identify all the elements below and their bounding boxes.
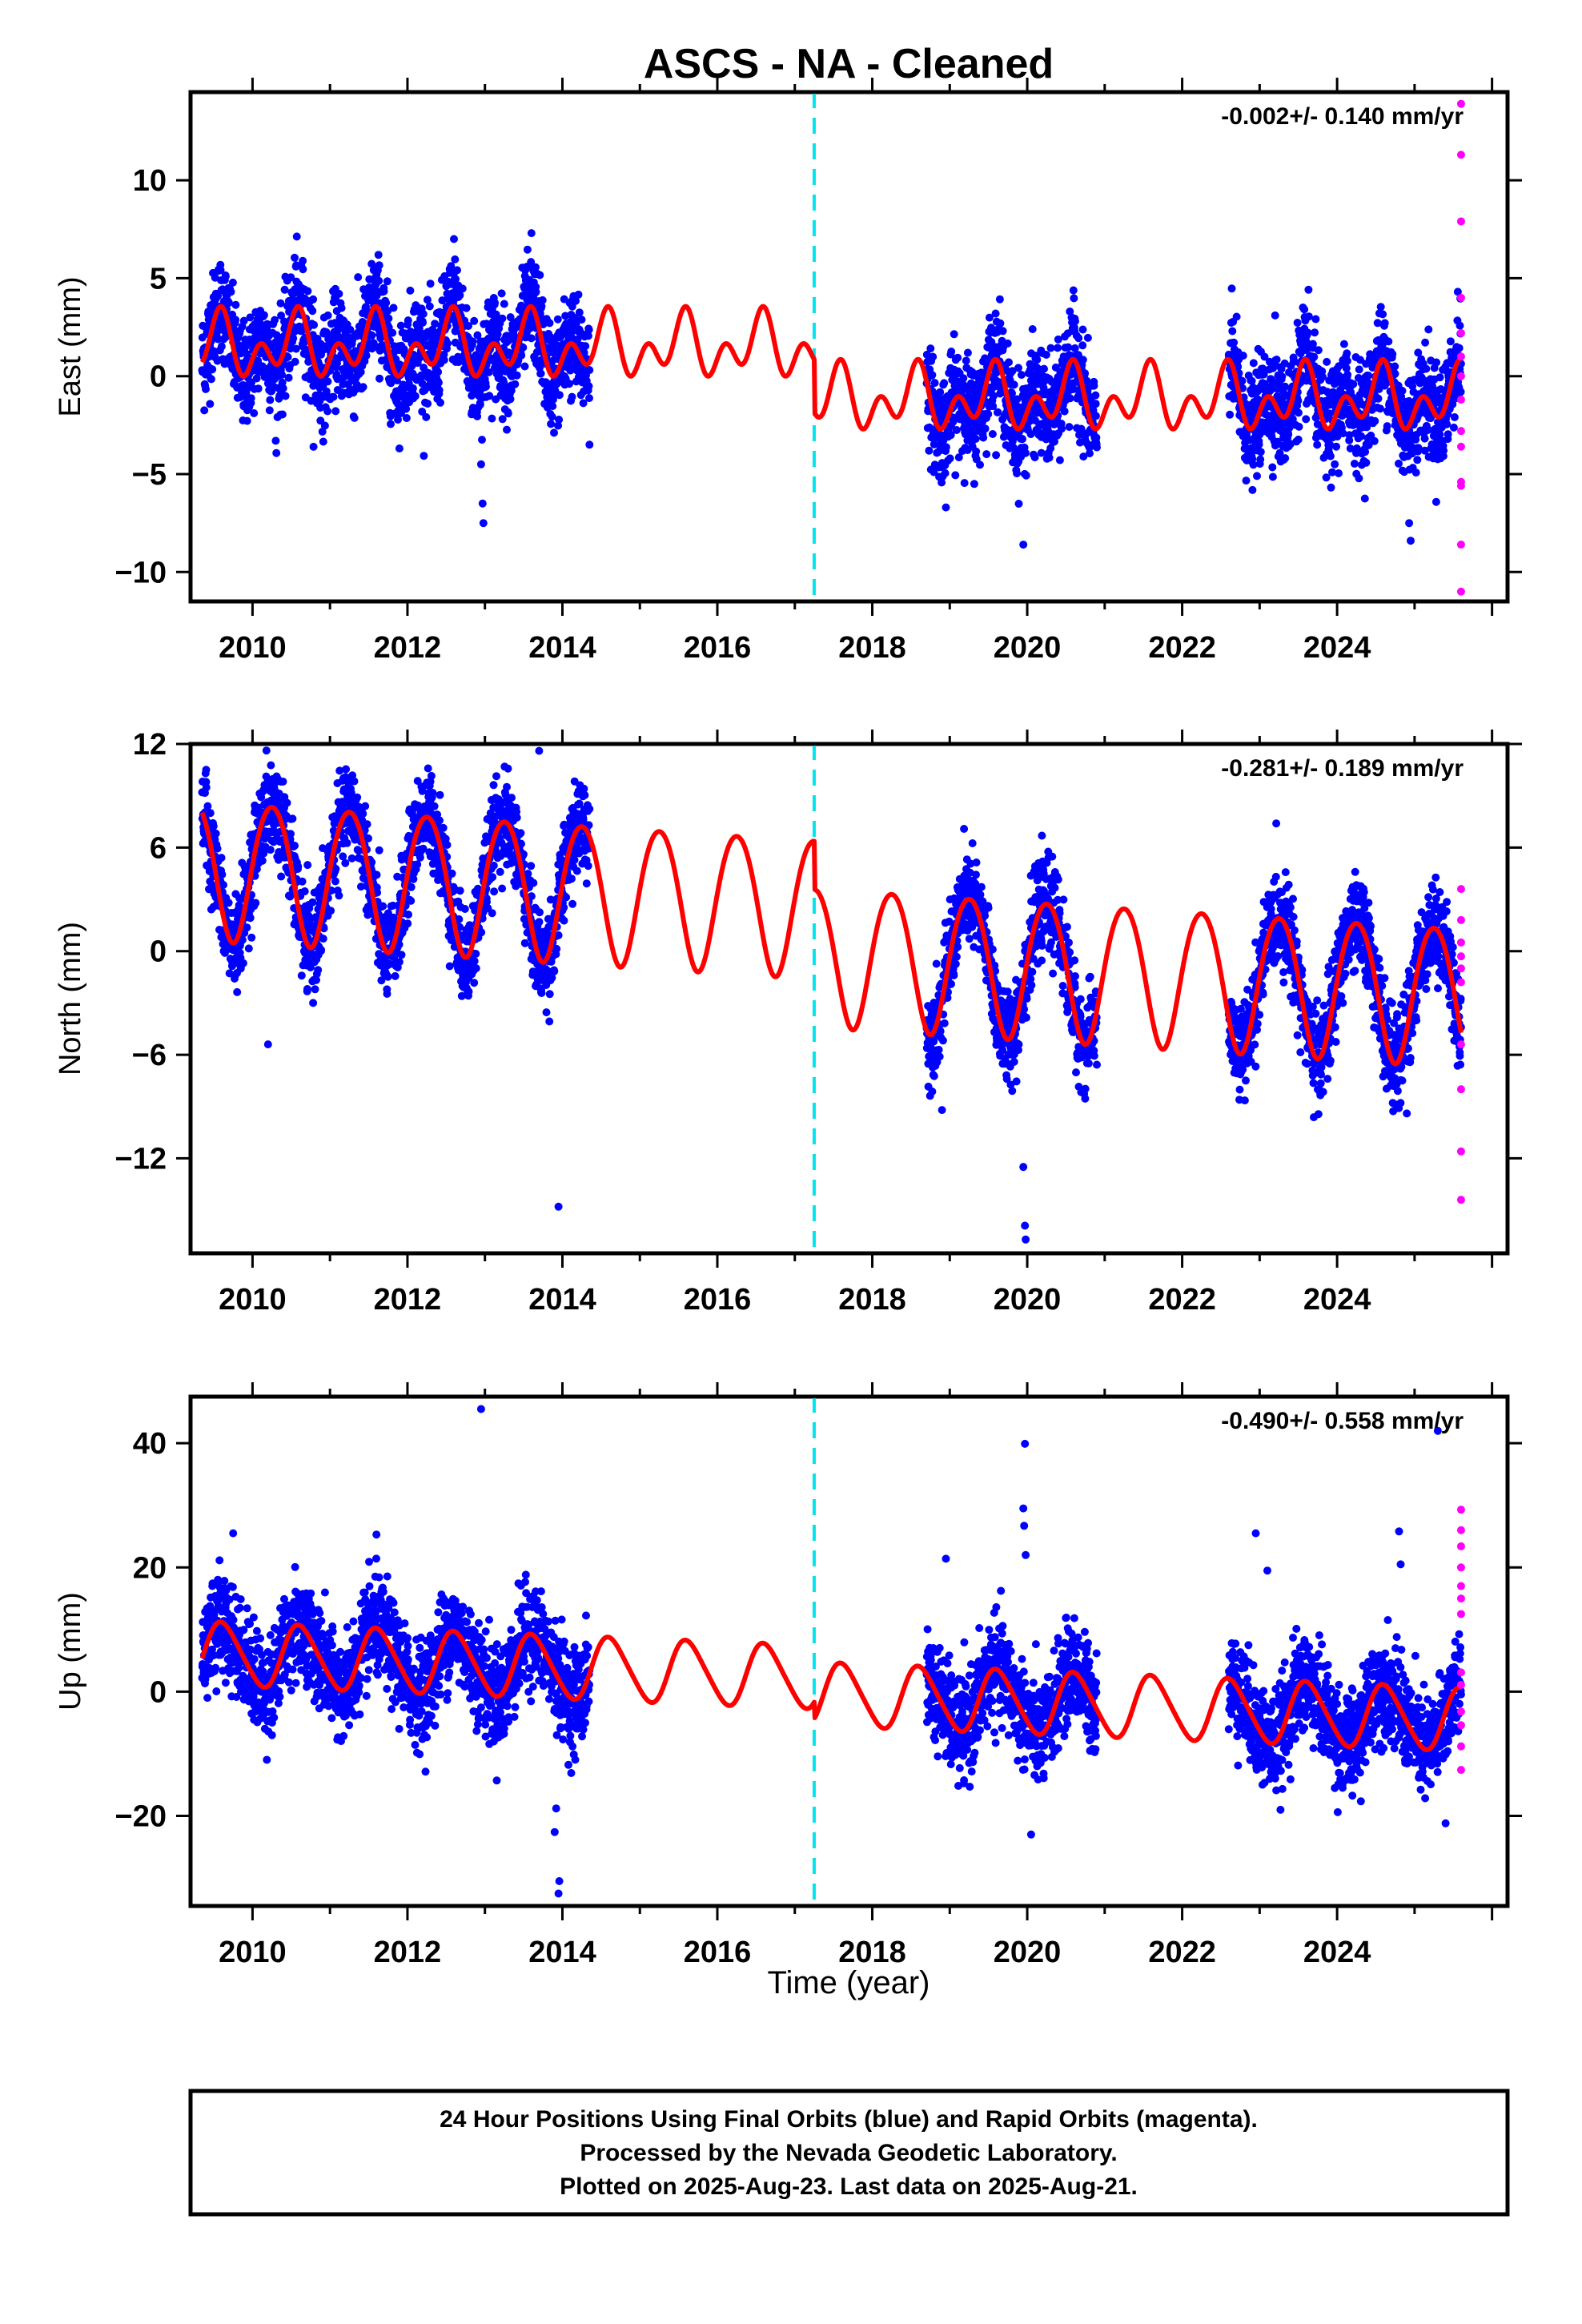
rate-label: -0.490+/- 0.558 mm/yr bbox=[1221, 1408, 1464, 1434]
x-tick-label: 2022 bbox=[1148, 1936, 1216, 1969]
rapid-point bbox=[1456, 372, 1465, 380]
rapid-orbit-points bbox=[1456, 885, 1465, 1204]
x-tick-label: 2010 bbox=[219, 631, 287, 665]
y-tick-label: 0 bbox=[150, 935, 167, 969]
footer-box: 24 Hour Positions Using Final Orbits (bl… bbox=[188, 2089, 1510, 2217]
north-panel: 2010 2012 2014 2016 2018 2020 2022 2024 −12 −6 0 6 1… bbox=[54, 728, 1522, 1317]
rapid-point bbox=[1456, 396, 1465, 404]
rapid-point bbox=[1456, 1721, 1465, 1730]
x-tick-label: 2012 bbox=[374, 1283, 442, 1317]
y-tick-label: −12 bbox=[115, 1142, 167, 1176]
y-tick-label: −10 bbox=[115, 556, 167, 589]
model-curve bbox=[199, 304, 1463, 432]
rapid-point bbox=[1456, 1563, 1465, 1572]
x-tick-label: 2018 bbox=[838, 1936, 906, 1969]
final-orbit-points bbox=[198, 1405, 1465, 1898]
rapid-point bbox=[1456, 1506, 1465, 1514]
rapid-point bbox=[1456, 442, 1465, 451]
x-tick-label: 2018 bbox=[838, 1283, 906, 1317]
x-tick-label: 2014 bbox=[528, 631, 596, 665]
chart-title: ASCS - NA - Cleaned bbox=[644, 41, 1054, 87]
y-tick-label: 20 bbox=[133, 1551, 167, 1585]
rapid-point bbox=[1456, 1147, 1465, 1156]
rapid-point bbox=[1456, 328, 1465, 337]
y-tick-label: 10 bbox=[133, 164, 167, 198]
x-tick-label: 2010 bbox=[219, 1283, 287, 1317]
x-tick-label: 2020 bbox=[994, 631, 1062, 665]
rapid-point bbox=[1456, 541, 1465, 549]
x-tick-label: 2016 bbox=[684, 631, 752, 665]
x-tick-label: 2016 bbox=[684, 1283, 752, 1317]
x-tick-label: 2012 bbox=[374, 631, 442, 665]
rapid-point bbox=[1456, 481, 1465, 490]
rapid-point bbox=[1456, 885, 1465, 894]
x-tick-label: 2018 bbox=[838, 631, 906, 665]
y-tick-label: 12 bbox=[133, 728, 167, 762]
x-tick-label: 2020 bbox=[994, 1936, 1062, 1969]
rapid-point bbox=[1456, 217, 1465, 226]
rate-label: -0.002+/- 0.140 mm/yr bbox=[1221, 103, 1464, 130]
rapid-point bbox=[1456, 587, 1465, 596]
rapid-point bbox=[1456, 1707, 1465, 1716]
up-panel: 2010 2012 2014 2016 2018 2020 2022 2024 −20 0 20 40… bbox=[54, 1382, 1522, 1969]
rapid-point bbox=[1456, 1680, 1465, 1689]
rapid-point bbox=[1456, 978, 1465, 987]
rapid-point bbox=[1456, 99, 1465, 108]
x-tick-label: 2022 bbox=[1148, 1283, 1216, 1317]
x-tick-label: 2014 bbox=[528, 1283, 596, 1317]
final-orbit-dots bbox=[198, 1405, 1465, 1898]
y-axis-label: East (mm) bbox=[54, 276, 87, 416]
rapid-point bbox=[1456, 1040, 1465, 1049]
y-tick-label: 5 bbox=[150, 262, 167, 296]
rapid-point bbox=[1456, 1766, 1465, 1775]
x-tick-label: 2020 bbox=[994, 1283, 1062, 1317]
x-axis-label: Time (year) bbox=[768, 1965, 930, 2000]
rapid-point bbox=[1456, 352, 1465, 361]
rapid-point bbox=[1456, 915, 1465, 924]
rapid-orbit-points bbox=[1456, 1506, 1465, 1775]
footer-line-1: 24 Hour Positions Using Final Orbits (bl… bbox=[440, 2106, 1258, 2133]
rapid-point bbox=[1456, 1582, 1465, 1590]
rapid-point bbox=[1456, 1610, 1465, 1618]
plot-frame bbox=[188, 742, 1510, 1256]
x-tick-label: 2012 bbox=[374, 1936, 442, 1969]
x-tick-label: 2024 bbox=[1303, 631, 1371, 665]
x-tick-label: 2014 bbox=[528, 1936, 596, 1969]
y-tick-label: 0 bbox=[150, 360, 167, 394]
rapid-point bbox=[1456, 1594, 1465, 1603]
y-tick-label: 40 bbox=[133, 1427, 167, 1461]
rapid-point bbox=[1456, 293, 1465, 302]
rapid-point bbox=[1456, 964, 1465, 973]
rapid-point bbox=[1456, 1196, 1465, 1204]
rapid-point bbox=[1456, 1542, 1465, 1550]
x-tick-label: 2010 bbox=[219, 1936, 287, 1969]
rapid-point bbox=[1456, 952, 1465, 961]
rapid-point bbox=[1456, 427, 1465, 436]
y-tick-label: 0 bbox=[150, 1675, 167, 1709]
rapid-point bbox=[1456, 151, 1465, 159]
rate-label: -0.281+/- 0.189 mm/yr bbox=[1221, 755, 1464, 782]
y-axis-label: North (mm) bbox=[54, 922, 87, 1076]
y-tick-label: −6 bbox=[132, 1039, 167, 1072]
rapid-point bbox=[1456, 1526, 1465, 1534]
model-curve bbox=[199, 1619, 1463, 1752]
y-tick-label: −20 bbox=[115, 1800, 167, 1834]
x-tick-label: 2024 bbox=[1303, 1283, 1371, 1317]
rapid-orbit-points bbox=[1456, 99, 1465, 596]
footer-line-3: Plotted on 2025-Aug-23. Last data on 202… bbox=[560, 2173, 1138, 2200]
footer-line-2: Processed by the Nevada Geodetic Laborat… bbox=[580, 2140, 1117, 2166]
rapid-point bbox=[1456, 1742, 1465, 1751]
x-tick-label: 2022 bbox=[1148, 631, 1216, 665]
rapid-point bbox=[1456, 938, 1465, 947]
rapid-point bbox=[1456, 1085, 1465, 1094]
rapid-point bbox=[1456, 1668, 1465, 1677]
y-tick-label: 6 bbox=[150, 831, 167, 865]
x-tick-label: 2024 bbox=[1303, 1936, 1371, 1969]
x-tick-label: 2016 bbox=[684, 1936, 752, 1969]
model-curve bbox=[199, 805, 1464, 1067]
y-axis-label: Up (mm) bbox=[54, 1592, 87, 1711]
y-tick-label: −5 bbox=[132, 458, 167, 492]
east-panel: 2010 2012 2014 2016 2018 2020 2022 2024 −10 −5 0 5 1… bbox=[54, 78, 1522, 665]
